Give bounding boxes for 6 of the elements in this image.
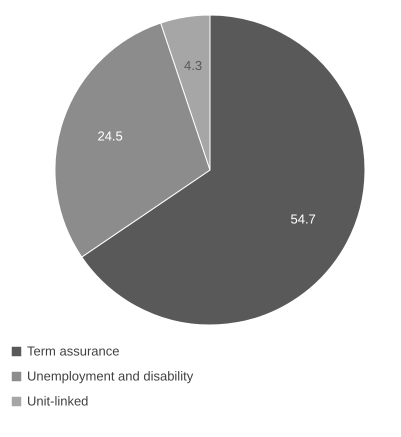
- data-label: 4.3: [184, 58, 202, 73]
- legend-label: Unemployment and disability: [27, 368, 194, 384]
- data-label: 54.7: [290, 211, 316, 226]
- legend-label: Unit-linked: [27, 394, 88, 408]
- legend-label: Term assurance: [27, 344, 120, 358]
- data-label: 24.5: [97, 128, 123, 144]
